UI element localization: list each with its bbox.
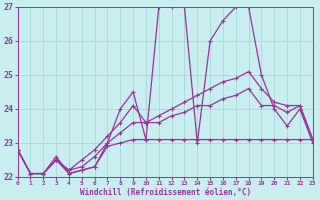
X-axis label: Windchill (Refroidissement éolien,°C): Windchill (Refroidissement éolien,°C) <box>80 188 251 197</box>
